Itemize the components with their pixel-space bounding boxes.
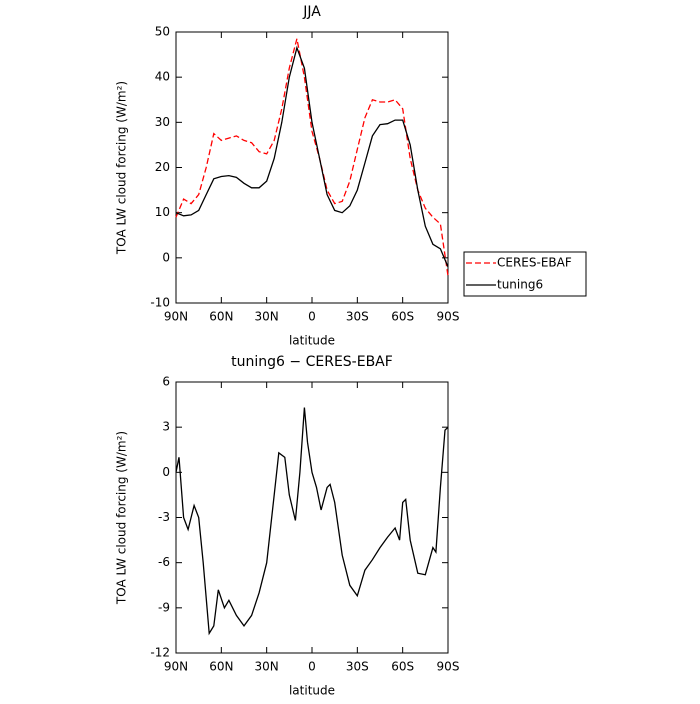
y-tick-label: 0 — [162, 465, 170, 479]
legend-label: tuning6 — [497, 278, 543, 292]
plot-frame — [175, 31, 449, 304]
legend-label: CERES-EBAF — [497, 256, 572, 270]
x-tick-label: 90S — [437, 310, 460, 324]
x-tick-label: 30N — [255, 310, 279, 324]
data-line — [175, 45, 449, 268]
y-tick-label: 3 — [162, 420, 170, 434]
y-tick-label: 30 — [155, 115, 170, 129]
x-tick-label: 90N — [164, 310, 188, 324]
legend-box — [463, 251, 587, 297]
y-tick-label: 20 — [155, 160, 170, 174]
y-tick-label: -12 — [150, 646, 170, 660]
data-line — [175, 38, 449, 276]
y-tick-label: 0 — [162, 250, 170, 264]
y-tick-label: -10 — [150, 296, 170, 310]
data-line — [175, 407, 449, 636]
x-tick-label: 60S — [391, 660, 414, 674]
x-tick-label: 30N — [255, 660, 279, 674]
x-axis-label: latitude — [289, 334, 335, 348]
y-axis-label: TOA LW cloud forcing (W/m²) — [115, 81, 129, 255]
x-tick-label: 60N — [209, 310, 233, 324]
y-tick-label: 40 — [155, 70, 170, 84]
x-tick-label: 90N — [164, 660, 188, 674]
x-axis-label: latitude — [289, 684, 335, 698]
chart-title: JJA — [302, 4, 321, 20]
y-tick-label: 10 — [155, 205, 170, 219]
x-tick-label: 0 — [308, 310, 316, 324]
y-tick-label: 50 — [155, 25, 170, 39]
y-axis-label: TOA LW cloud forcing (W/m²) — [115, 431, 129, 605]
x-tick-label: 90S — [437, 660, 460, 674]
y-tick-label: -3 — [158, 510, 170, 524]
x-tick-label: 30S — [346, 660, 369, 674]
y-tick-label: -9 — [158, 600, 170, 614]
y-tick-label: 6 — [162, 375, 170, 389]
chart-title: tuning6 − CERES-EBAF — [231, 354, 393, 370]
x-tick-label: 0 — [308, 660, 316, 674]
x-tick-label: 30S — [346, 310, 369, 324]
x-tick-label: 60N — [209, 660, 233, 674]
y-tick-label: -6 — [158, 555, 170, 569]
x-tick-label: 60S — [391, 310, 414, 324]
